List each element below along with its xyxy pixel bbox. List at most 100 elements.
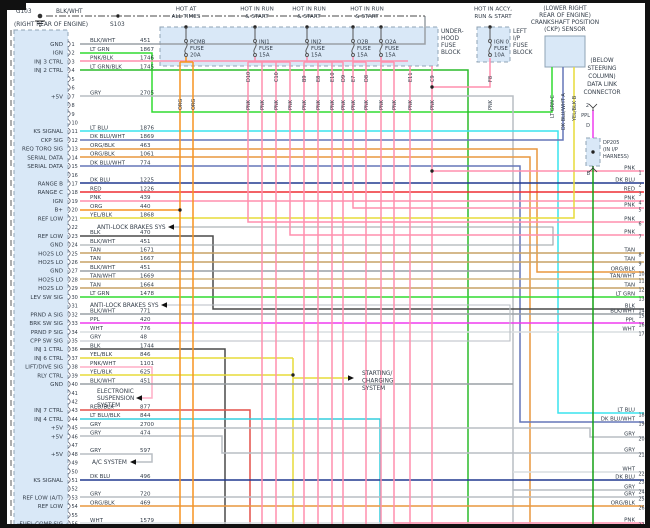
wire-pnk-col-394	[393, 62, 644, 524]
ckp-pin-label: LT GRN C	[550, 95, 556, 118]
wire-color-tag: PNK	[341, 99, 347, 110]
pin-function-label: INJ 2 CTRL	[34, 68, 64, 74]
pin-function-label: PRND P SIG	[31, 330, 63, 336]
pin-number: 42	[72, 400, 78, 406]
wire-pin45-gry-2700	[80, 427, 644, 438]
wire-color-label: LT GRN	[90, 291, 110, 297]
right-exit-color-label: PNK	[624, 230, 635, 236]
right-exit-color-label: ORG/BLK	[611, 501, 636, 507]
pin-function-label: RANGE B	[38, 182, 63, 188]
pin-function-label: SERIAL DATA	[27, 164, 63, 170]
right-exit-color-label: LT BLU	[617, 408, 635, 414]
pin-number: 21	[72, 216, 78, 222]
feed-header: HOT IN RUN	[350, 7, 384, 13]
right-exit-number: 10	[639, 272, 645, 278]
right-exit-number: 9	[639, 262, 642, 268]
pin-function-label: INJ 6 CTRL	[34, 356, 64, 362]
right-exit-color-label: PNK	[624, 166, 635, 172]
pin-bracket	[67, 258, 71, 266]
cavity-label: C10	[274, 72, 280, 82]
wire-color-label: YEL/BLK	[89, 352, 113, 358]
electronic-suspension-label: SYSTEM	[97, 403, 120, 409]
pin-number: 34	[72, 330, 78, 336]
pin-number: 47	[72, 443, 78, 449]
wire-color-label: ORG/BLK	[90, 152, 115, 158]
pin-number: 41	[72, 391, 78, 397]
pin-number: 51	[72, 478, 78, 484]
frame-bar	[0, 0, 26, 10]
dlc-title-line: STEERING	[587, 66, 617, 72]
pin-bracket	[67, 145, 71, 152]
pin-number: 28	[72, 277, 78, 283]
wire-color-tag: PNK	[430, 99, 436, 110]
pin-function-label: CKP SIG	[41, 138, 63, 144]
pin-bracket	[67, 232, 71, 240]
wire-color-label: RED/BLK	[90, 404, 114, 410]
fuse-label: 15A	[357, 53, 368, 59]
right-exit-number: 18	[639, 413, 645, 419]
wire-pnk-col-353	[352, 62, 644, 209]
pin-number: 22	[72, 225, 78, 231]
dlc-title-line: (BELOW	[590, 58, 613, 64]
ign0-fuse-box	[476, 26, 511, 63]
cavity-label: B9	[302, 75, 308, 82]
dlc-pin-2-label: 2	[586, 103, 589, 109]
right-exit-number: 23	[639, 480, 645, 486]
circuit-number-label: 2705	[140, 91, 154, 97]
wire-color-label: RED	[90, 186, 102, 192]
cavity-label: E7	[351, 76, 357, 82]
right-exit-color-label: DK BLU/WHT	[601, 417, 636, 423]
pin-number: 29	[72, 286, 78, 292]
dlc-wire-ppl-label: PPL	[581, 113, 590, 119]
right-exit-number: 13	[639, 297, 645, 303]
pin-number: 25	[72, 251, 78, 257]
circuit-number-label: 877	[140, 404, 151, 410]
pin-function-label: INJ 1 CTRL	[34, 347, 64, 353]
pin-number: 6	[72, 86, 75, 92]
pin-number: 10	[72, 120, 78, 126]
pin-bracket	[67, 441, 71, 449]
right-exit-color-label: DK BLU	[615, 475, 635, 481]
ckp-title-line: (LOWER RIGHT	[543, 6, 587, 12]
right-exit-color-label: PPL	[625, 318, 635, 324]
circuit-number-label: 470	[140, 230, 151, 236]
wire-color-label: BLK/WHT	[90, 239, 116, 245]
pin-function-label: HO2S LO	[38, 260, 63, 266]
pin-number: 4	[72, 68, 75, 74]
pin-bracket	[67, 433, 71, 440]
pin-bracket	[67, 40, 71, 48]
ground-location-label: (RIGHT REAR OF ENGINE)	[14, 22, 88, 28]
wire-color-label: GRY	[90, 335, 102, 341]
wire-color-label: WHT	[90, 326, 104, 332]
wire-color-label: DK BLU	[90, 178, 110, 184]
pin-number: 39	[72, 373, 78, 379]
wire-pin44-ltblublk-844	[80, 418, 381, 524]
pin-bracket	[67, 328, 71, 336]
pin-bracket	[67, 354, 71, 362]
pin-bracket	[67, 406, 71, 414]
pin-bracket	[67, 223, 71, 231]
wire-pin36-blk-1744	[80, 348, 226, 524]
right-exit-color-label: PNK	[624, 518, 635, 524]
pin-function-label: LEV SW SIG	[30, 295, 63, 301]
pin-bracket	[67, 459, 71, 466]
feed-header: HOT IN ACCY,	[474, 7, 512, 13]
pin-bracket	[67, 502, 71, 510]
pin-bracket	[67, 171, 71, 179]
circuit-number-label: 846	[140, 352, 151, 358]
ac-system-label: A/C SYSTEM	[92, 460, 127, 466]
pin-function-label: KS SIGNAL	[33, 129, 64, 135]
wire-color-tag: PNK	[330, 99, 336, 110]
anti-lock-brakes-1-label: ANTI-LOCK BRAKES SYS	[97, 225, 166, 231]
pin-number: 7	[72, 94, 75, 100]
circuit-number-label: 440	[140, 204, 151, 210]
pin-number: 15	[72, 164, 78, 170]
starting-charging-label: SYSTEM	[362, 386, 385, 392]
circuit-number-label: 451	[140, 378, 151, 384]
wire-color-label: GRY	[90, 492, 102, 498]
pin-number: 49	[72, 461, 78, 467]
electronic-suspension-label: SUSPENSION	[97, 396, 134, 402]
pin-bracket	[67, 206, 71, 213]
right-exit-color-label: WHT	[622, 327, 635, 333]
pin-function-label: IGN	[53, 199, 63, 205]
